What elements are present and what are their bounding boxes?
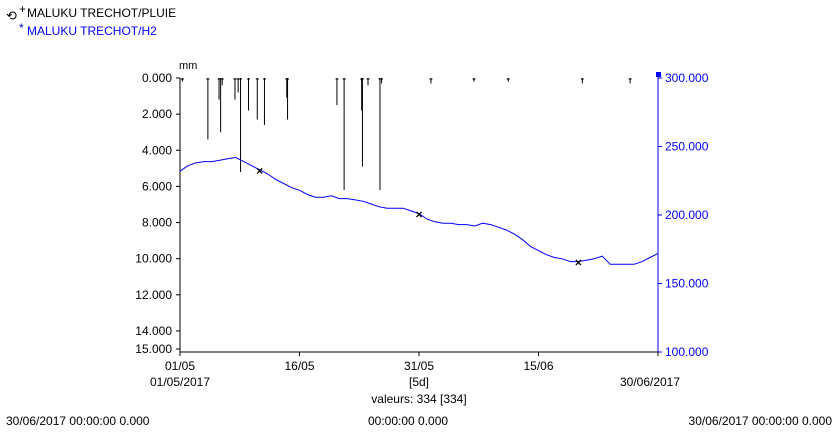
h2-point-marker: × <box>415 208 422 222</box>
left-tick-label: 4.000 <box>142 143 172 157</box>
right-axis-handle[interactable] <box>656 72 661 77</box>
footer-left-readout: 30/06/2017 00:00:00 0.000 <box>6 414 150 428</box>
left-tick-label: 2.000 <box>142 107 172 121</box>
legend: ⟲ + MALUKU TRECHOT/PLUIE * MALUKU TRECHO… <box>6 2 176 38</box>
right-tick-label: 100.000 <box>665 345 709 359</box>
values-count: valeurs: 334 [334] <box>371 392 466 406</box>
right-tick-label: 300.000 <box>665 71 709 85</box>
x-start-date: 01/05/2017 <box>150 375 210 389</box>
right-tick-label: 200.000 <box>665 208 709 222</box>
footer: 30/06/2017 00:00:00 0.000 00:00:00 0.000… <box>6 414 832 428</box>
legend-label-h2: MALUKU TRECHOT/H2 <box>27 24 157 38</box>
h2-point-marker: × <box>575 256 582 270</box>
left-axis-unit: mm <box>179 60 197 72</box>
right-tick-label: 250.000 <box>665 140 709 154</box>
x-axis: 01/05 16/05 31/05 15/06 01/05/2017 [5d] 30/… <box>150 351 680 406</box>
x-tick-label: 15/06 <box>523 359 553 373</box>
left-tick-label: 10.000 <box>135 252 172 266</box>
legend-marker-pluie: + <box>19 2 26 16</box>
footer-center-readout: 00:00:00 0.000 <box>368 414 448 428</box>
left-tick-label: 0.000 <box>142 71 172 85</box>
x-tick-label: 31/05 <box>404 359 434 373</box>
footer-right-readout: 30/06/2017 00:00:00 0.000 <box>689 414 833 428</box>
legend-label-pluie: MALUKU TRECHOT/PLUIE <box>27 6 176 20</box>
series-h2-line <box>179 156 659 265</box>
right-axis-ticks: 100.000 150.000 200.000 250.000 300.000 <box>658 71 709 359</box>
x-axis-ticks: 01/05 16/05 31/05 15/06 <box>165 352 659 373</box>
legend-marker-h2: * <box>19 21 24 35</box>
series-pluie <box>180 78 632 191</box>
series-h2-markers: × × × <box>256 164 582 270</box>
legend-icon: ⟲ <box>6 8 17 23</box>
left-tick-label: 6.000 <box>142 179 172 193</box>
x-tick-label: 01/05 <box>165 359 195 373</box>
left-tick-label: 14.000 <box>135 324 172 338</box>
left-tick-label: 12.000 <box>135 288 172 302</box>
left-axis: mm 0.000 2.000 4.000 6.000 8.000 10.000 12.000… <box>135 60 197 356</box>
right-tick-label: 150.000 <box>665 277 709 291</box>
right-axis: 100.000 150.000 200.000 250.000 300.000 <box>656 71 709 359</box>
h2-point-marker: × <box>256 164 263 178</box>
left-tick-label: 15.000 <box>135 342 172 356</box>
x-interval: [5d] <box>409 375 429 389</box>
left-axis-ticks: 0.000 2.000 4.000 6.000 8.000 10.000 12.000 14.… <box>135 71 180 356</box>
x-tick-label: 16/05 <box>284 359 314 373</box>
left-tick-label: 8.000 <box>142 216 172 230</box>
x-end-date: 30/06/2017 <box>620 375 680 389</box>
